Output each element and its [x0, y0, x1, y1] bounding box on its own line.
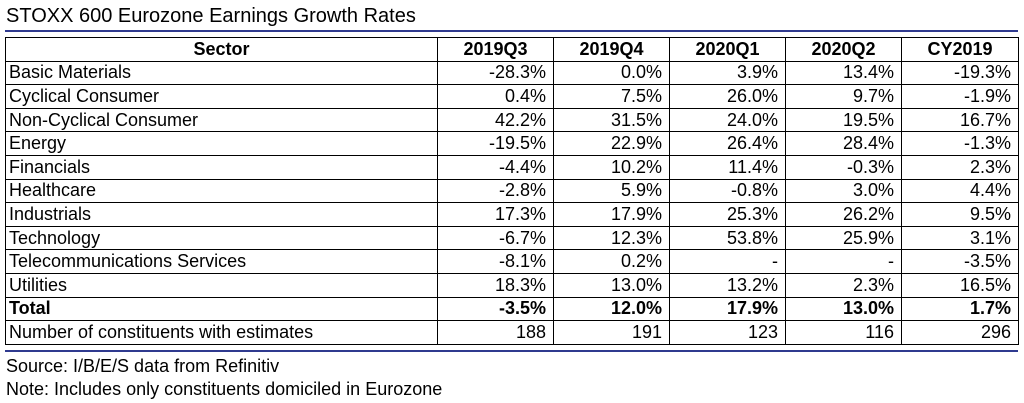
- value-cell: 25.9%: [785, 225, 902, 251]
- value-cell: 16.5%: [901, 272, 1019, 298]
- table-row: Telecommunications Services -8.1% 0.2% -…: [5, 249, 1019, 274]
- value-cell: 16.7%: [901, 107, 1019, 133]
- value-cell: 2.3%: [901, 154, 1019, 180]
- total-row: Total -3.5% 12.0% 17.9% 13.0% 1.7%: [5, 296, 1019, 322]
- scope-note: Note: Includes only constituents domicil…: [6, 379, 443, 399]
- value-cell: 0.2%: [553, 249, 670, 274]
- sector-cell: Non-Cyclical Consumer: [5, 107, 438, 133]
- value-cell: 22.9%: [553, 131, 670, 156]
- earnings-growth-table: Sector 2019Q3 2019Q4 2020Q1 2020Q2 CY201…: [5, 37, 1019, 345]
- value-cell: 28.4%: [785, 131, 902, 156]
- constituents-count-cell: 191: [553, 320, 670, 345]
- sector-cell: Cyclical Consumer: [5, 84, 438, 109]
- column-header-2019q4: 2019Q4: [553, 37, 670, 62]
- total-label-cell: Total: [5, 296, 438, 322]
- total-value-cell: 1.7%: [901, 296, 1019, 322]
- value-cell: 26.4%: [669, 131, 786, 156]
- value-cell: -: [669, 249, 786, 274]
- value-cell: 9.7%: [785, 84, 902, 109]
- value-cell: 3.0%: [785, 178, 902, 204]
- constituents-count-cell: 116: [785, 320, 902, 345]
- value-cell: -1.9%: [901, 84, 1019, 109]
- column-header-2020q1: 2020Q1: [669, 37, 786, 62]
- sector-cell: Telecommunications Services: [5, 249, 438, 274]
- sector-cell: Industrials: [5, 202, 438, 227]
- value-cell: 0.4%: [437, 84, 554, 109]
- title-divider: [5, 30, 1018, 32]
- total-value-cell: -3.5%: [437, 296, 554, 322]
- value-cell: 3.9%: [669, 60, 786, 86]
- table-row: Non-Cyclical Consumer 42.2% 31.5% 24.0% …: [5, 107, 1019, 133]
- value-cell: -28.3%: [437, 60, 554, 86]
- header-row: Sector 2019Q3 2019Q4 2020Q1 2020Q2 CY201…: [5, 37, 1019, 62]
- value-cell: -6.7%: [437, 225, 554, 251]
- value-cell: 13.2%: [669, 272, 786, 298]
- value-cell: 53.8%: [669, 225, 786, 251]
- value-cell: -2.8%: [437, 178, 554, 204]
- value-cell: 25.3%: [669, 202, 786, 227]
- value-cell: 12.3%: [553, 225, 670, 251]
- total-value-cell: 17.9%: [669, 296, 786, 322]
- value-cell: -0.8%: [669, 178, 786, 204]
- value-cell: 13.4%: [785, 60, 902, 86]
- value-cell: 0.0%: [553, 60, 670, 86]
- constituents-count-cell: 296: [901, 320, 1019, 345]
- value-cell: -19.5%: [437, 131, 554, 156]
- sector-cell: Technology: [5, 225, 438, 251]
- value-cell: 26.0%: [669, 84, 786, 109]
- column-header-2020q2: 2020Q2: [785, 37, 902, 62]
- value-cell: 17.9%: [553, 202, 670, 227]
- constituents-label-cell: Number of constituents with estimates: [5, 320, 438, 345]
- column-header-cy2019: CY2019: [901, 37, 1019, 62]
- value-cell: -0.3%: [785, 154, 902, 180]
- table-row: Energy -19.5% 22.9% 26.4% 28.4% -1.3%: [5, 131, 1019, 156]
- value-cell: 17.3%: [437, 202, 554, 227]
- value-cell: 24.0%: [669, 107, 786, 133]
- total-value-cell: 12.0%: [553, 296, 670, 322]
- value-cell: -4.4%: [437, 154, 554, 180]
- footer-divider: [5, 350, 1018, 352]
- table-row: Financials -4.4% 10.2% 11.4% -0.3% 2.3%: [5, 154, 1019, 180]
- column-header-2019q3: 2019Q3: [437, 37, 554, 62]
- sector-cell: Energy: [5, 131, 438, 156]
- sector-cell: Healthcare: [5, 178, 438, 204]
- table-row: Technology -6.7% 12.3% 53.8% 25.9% 3.1%: [5, 225, 1019, 251]
- source-note: Source: I/B/E/S data from Refinitiv: [6, 356, 280, 376]
- value-cell: 2.3%: [785, 272, 902, 298]
- value-cell: -8.1%: [437, 249, 554, 274]
- column-header-sector: Sector: [5, 37, 438, 62]
- value-cell: 4.4%: [901, 178, 1019, 204]
- value-cell: 5.9%: [553, 178, 670, 204]
- value-cell: 3.1%: [901, 225, 1019, 251]
- sector-cell: Utilities: [5, 272, 438, 298]
- table-row: Basic Materials -28.3% 0.0% 3.9% 13.4% -…: [5, 60, 1019, 86]
- constituents-count-cell: 123: [669, 320, 786, 345]
- value-cell: -1.3%: [901, 131, 1019, 156]
- constituents-count-row: Number of constituents with estimates 18…: [5, 320, 1019, 345]
- value-cell: 19.5%: [785, 107, 902, 133]
- value-cell: 42.2%: [437, 107, 554, 133]
- value-cell: 18.3%: [437, 272, 554, 298]
- sector-cell: Basic Materials: [5, 60, 438, 86]
- value-cell: 13.0%: [553, 272, 670, 298]
- table-row: Utilities 18.3% 13.0% 13.2% 2.3% 16.5%: [5, 272, 1019, 298]
- value-cell: 9.5%: [901, 202, 1019, 227]
- value-cell: 11.4%: [669, 154, 786, 180]
- table-row: Healthcare -2.8% 5.9% -0.8% 3.0% 4.4%: [5, 178, 1019, 204]
- table-title: STOXX 600 Eurozone Earnings Growth Rates: [6, 5, 416, 27]
- value-cell: 31.5%: [553, 107, 670, 133]
- constituents-count-cell: 188: [437, 320, 554, 345]
- table-row: Industrials 17.3% 17.9% 25.3% 26.2% 9.5%: [5, 202, 1019, 227]
- value-cell: 26.2%: [785, 202, 902, 227]
- value-cell: -: [785, 249, 902, 274]
- table-row: Cyclical Consumer 0.4% 7.5% 26.0% 9.7% -…: [5, 84, 1019, 109]
- value-cell: -3.5%: [901, 249, 1019, 274]
- total-value-cell: 13.0%: [785, 296, 902, 322]
- value-cell: 10.2%: [553, 154, 670, 180]
- sector-cell: Financials: [5, 154, 438, 180]
- value-cell: 7.5%: [553, 84, 670, 109]
- value-cell: -19.3%: [901, 60, 1019, 86]
